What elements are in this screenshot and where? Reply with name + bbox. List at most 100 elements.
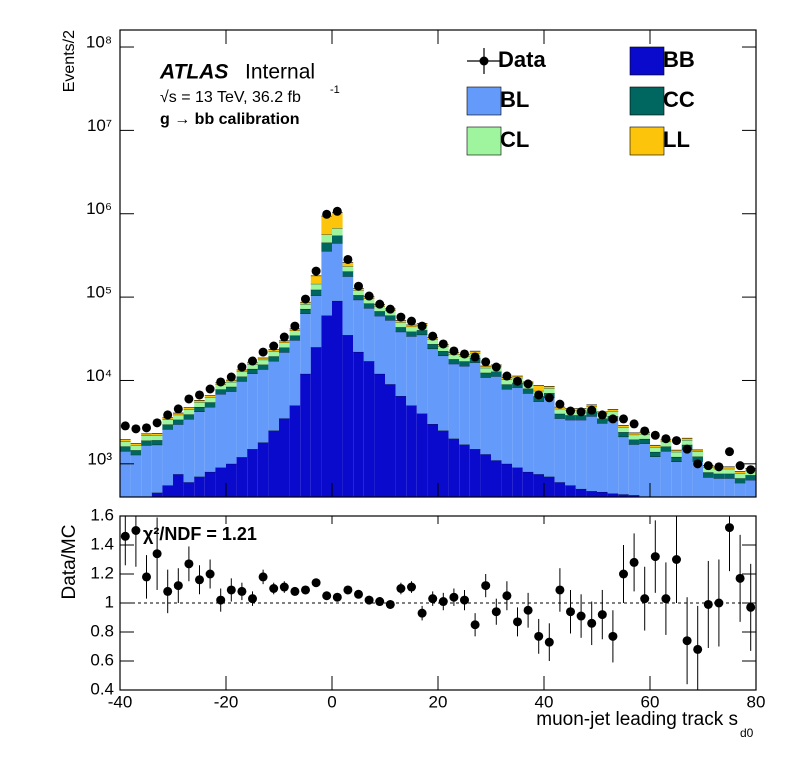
- stack-segment: [575, 488, 587, 497]
- stack-segment: [448, 359, 460, 364]
- stack-segment: [141, 433, 152, 436]
- ratio-point: [650, 552, 660, 562]
- stack-segment: [501, 389, 513, 464]
- stack-segment: [321, 216, 332, 235]
- stack-segment: [194, 476, 205, 497]
- data-point: [735, 461, 745, 471]
- ratio-point: [237, 586, 247, 596]
- stack-segment: [745, 475, 756, 480]
- stack-segment: [257, 357, 269, 360]
- stack-segment: [575, 419, 587, 489]
- ratio-point: [142, 572, 151, 582]
- data-point: [396, 312, 406, 322]
- stack-segment: [554, 408, 566, 414]
- y-tick-label: 1.2: [90, 563, 114, 582]
- data-point: [703, 461, 713, 471]
- data-point: [301, 294, 310, 304]
- ratio-point: [587, 618, 597, 628]
- ratio-point: [746, 602, 756, 612]
- stack-segment: [734, 471, 746, 474]
- stack-segment: [607, 420, 619, 494]
- stack-segment: [575, 415, 587, 420]
- data-point: [184, 394, 194, 404]
- stack-segment: [332, 212, 343, 229]
- stack-segment: [173, 424, 184, 475]
- ratio-point: [301, 585, 310, 595]
- stack-segment: [448, 363, 460, 439]
- stack-segment: [279, 340, 290, 343]
- stack-segment: [130, 454, 142, 497]
- legend-label: CC: [663, 87, 695, 112]
- data-point: [205, 384, 215, 394]
- stack-segment: [310, 295, 322, 348]
- stack-segment: [247, 368, 258, 374]
- stack-segment: [650, 456, 661, 497]
- stack-segment: [215, 384, 226, 390]
- stack-segment: [692, 449, 703, 452]
- data-point: [417, 321, 427, 331]
- y-tick-label: 1.4: [90, 534, 114, 553]
- stack-segment: [236, 371, 248, 377]
- stack-segment: [321, 242, 332, 252]
- stack-segment: [745, 479, 756, 497]
- stack-segment: [162, 485, 173, 497]
- stack-segment: [565, 485, 576, 497]
- stack-segment: [639, 443, 650, 497]
- stack-segment: [289, 340, 301, 406]
- ratio-point: [279, 582, 289, 592]
- energy-label: √s = 13 TeV, 36.2 fb: [160, 89, 301, 106]
- stack-segment: [586, 416, 597, 492]
- x-tick-label: 0: [327, 692, 336, 711]
- ratio-point: [491, 607, 501, 617]
- stack-segment: [427, 344, 438, 349]
- ratio-point: [396, 584, 406, 593]
- stack-segment: [173, 419, 184, 425]
- stack-segment: [734, 482, 746, 497]
- stack-segment: [554, 482, 566, 497]
- stack-segment: [332, 228, 343, 236]
- stack-segment: [173, 414, 184, 420]
- stack-segment: [597, 423, 608, 492]
- legend-swatch: [466, 86, 502, 116]
- y-tick-label: 1.6: [90, 505, 114, 524]
- data-point: [407, 316, 416, 326]
- ratio-point: [332, 592, 342, 602]
- data-point: [173, 404, 183, 414]
- stack-segment: [618, 436, 629, 495]
- stack-segment: [491, 371, 502, 377]
- stack-segment: [480, 366, 491, 368]
- stack-segment: [671, 461, 682, 497]
- data-point: [544, 393, 554, 403]
- data-point: [619, 414, 628, 424]
- ratio-point: [693, 644, 703, 654]
- y-tick-label: 10⁸: [86, 33, 112, 52]
- stack-segment: [342, 262, 354, 267]
- stack-segment: [151, 440, 163, 445]
- stack-segment: [469, 362, 481, 450]
- stack-segment: [183, 482, 195, 497]
- ratio-point: [407, 582, 416, 592]
- stack-segment: [607, 493, 619, 497]
- ratio-point: [460, 595, 469, 605]
- stack-segment: [395, 331, 407, 397]
- stack-segment: [268, 356, 279, 362]
- data-point: [629, 419, 639, 429]
- stack-segment: [660, 446, 672, 452]
- stack-segment: [342, 335, 354, 497]
- x-tick-label: 20: [429, 692, 448, 711]
- data-point: [449, 346, 459, 356]
- stack-segment: [459, 366, 470, 445]
- ratio-y-axis-label: Data/MC: [59, 525, 80, 600]
- ratio-point: [205, 569, 215, 579]
- stack-segment: [363, 298, 375, 304]
- stack-segment: [310, 275, 322, 284]
- data-point: [470, 352, 480, 362]
- data-point: [152, 418, 162, 428]
- stack-segment: [522, 393, 534, 472]
- data-point: [375, 299, 385, 309]
- stack-segment: [120, 441, 131, 447]
- stack-segment: [671, 450, 682, 452]
- ratio-point: [120, 531, 130, 541]
- stack-segment: [724, 473, 735, 479]
